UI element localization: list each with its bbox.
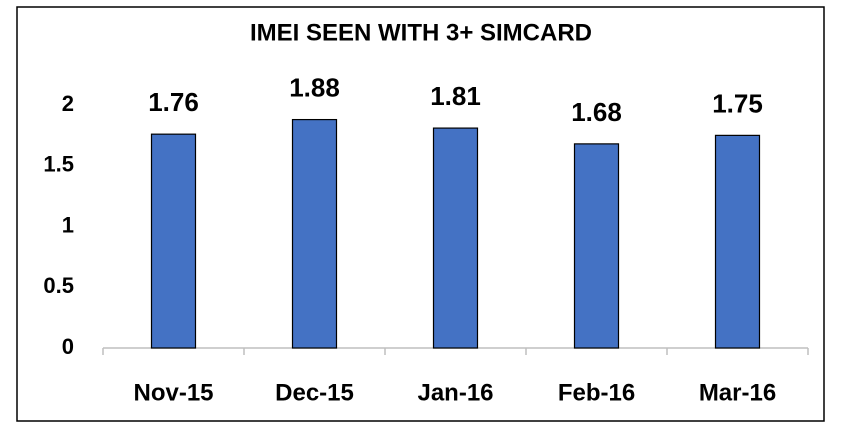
data-label: 1.81 [430,81,481,111]
y-tick-label: 2 [62,91,74,116]
chart-title: IMEI SEEN WITH 3+ SIMCARD [250,19,592,46]
bar [432,127,479,349]
bar [714,134,761,349]
data-label: 1.76 [148,87,199,117]
y-tick-label: 1 [62,212,74,237]
bar [150,133,197,349]
y-tick-label: 1.5 [43,152,74,177]
x-tick-label: Mar-16 [699,379,776,406]
x-tick-label: Nov-15 [133,379,213,406]
bar [573,143,620,349]
data-label: 1.88 [289,72,340,102]
x-tick-label: Dec-15 [275,379,354,406]
x-tick-label: Jan-16 [417,379,493,406]
data-label: 1.68 [571,97,622,127]
data-label: 1.75 [712,88,763,118]
y-tick-label: 0.5 [43,273,74,298]
y-tick-label: 0 [62,334,74,359]
chart-frame [16,6,825,422]
x-tick-label: Feb-16 [558,379,635,406]
bar [291,118,338,349]
